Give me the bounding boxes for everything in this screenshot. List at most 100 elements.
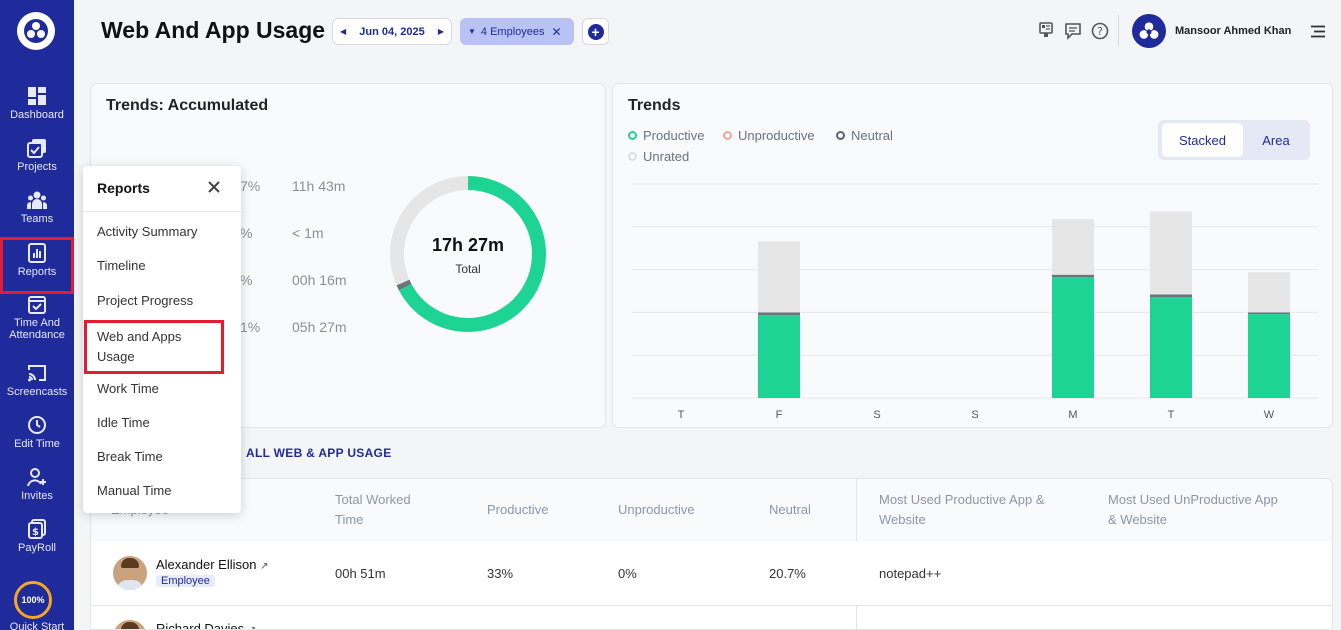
- trends-title: Trends: [628, 97, 681, 114]
- employees-filter-chip[interactable]: ▼ 4 Employees ✕: [460, 18, 574, 45]
- clock-icon: [28, 416, 46, 434]
- menu-item-idle-time[interactable]: Idle Time: [97, 415, 150, 430]
- sidebar-item-edit-time[interactable]: Edit Time: [0, 415, 74, 450]
- date-picker[interactable]: ◀ Jun 04, 2025 ▶: [332, 18, 452, 45]
- external-link-icon[interactable]: ↗: [260, 561, 269, 572]
- add-filter-button[interactable]: +: [582, 18, 609, 45]
- reports-icon: [28, 243, 46, 263]
- employee-name[interactable]: Richard Davies ↗: [156, 621, 256, 629]
- app-logo[interactable]: [17, 12, 55, 50]
- x-tick-label: M: [1068, 409, 1077, 421]
- cell-productive: 33%: [487, 566, 514, 581]
- bar-neutral-4[interactable]: [1052, 274, 1094, 278]
- legend-neutral[interactable]: Neutral: [836, 128, 893, 143]
- th-total-worked-time[interactable]: Total Worked Time: [335, 492, 411, 527]
- legend-unrated[interactable]: Unrated: [628, 149, 689, 164]
- x-tick-label: S: [971, 409, 978, 421]
- menu-item-timeline[interactable]: Timeline: [97, 258, 146, 273]
- th-neutral[interactable]: Neutral: [769, 502, 811, 517]
- remove-filter-icon[interactable]: ✕: [551, 24, 562, 39]
- sidebar-item-invites[interactable]: Invites: [0, 467, 74, 502]
- donut-productive-arc: [390, 176, 546, 332]
- dashboard-icon: [28, 87, 46, 105]
- menu-item-web-and-apps-usage[interactable]: Web and Apps Usage: [84, 320, 224, 374]
- th-most-used-unproductive[interactable]: Most Used UnProductive App & Website: [1108, 492, 1278, 527]
- all-web-app-usage-link[interactable]: ALL WEB & APP USAGE: [246, 446, 392, 460]
- th-productive[interactable]: Productive: [487, 502, 549, 517]
- bar-neutral-1[interactable]: [758, 312, 800, 315]
- screencast-icon: [28, 365, 46, 382]
- x-tick-label: T: [678, 409, 685, 421]
- x-tick-label: T: [1168, 409, 1175, 421]
- area-button[interactable]: Area: [1262, 132, 1290, 148]
- sidebar-item-payroll[interactable]: $ PayRoll: [0, 519, 74, 554]
- stat-time-productive: 11h 43m: [292, 178, 346, 194]
- bar-unrated-5[interactable]: [1150, 211, 1192, 295]
- usage-table: Employee Total Worked Time Productive Un…: [90, 478, 1333, 630]
- quick-start-progress[interactable]: 100%: [14, 581, 52, 619]
- sidebar-item-dashboard[interactable]: Dashboard: [0, 86, 74, 121]
- sidebar-item-projects[interactable]: Projects: [0, 138, 74, 173]
- projects-icon: [27, 139, 46, 158]
- menu-item-activity-summary[interactable]: Activity Summary: [97, 224, 198, 239]
- svg-text:$: $: [32, 527, 39, 538]
- employee-avatar: [113, 556, 147, 590]
- user-name[interactable]: Mansoor Ahmed Khan: [1175, 25, 1292, 37]
- th-unproductive[interactable]: Unproductive: [618, 502, 695, 517]
- sidebar-item-label: Teams: [20, 213, 54, 225]
- quick-start-label[interactable]: Quick Start: [9, 621, 65, 630]
- sidebar-item-screencasts[interactable]: Screencasts: [0, 363, 74, 398]
- sidebar-item-label: Edit Time: [14, 438, 60, 450]
- sidebar-item-label: Projects: [17, 161, 57, 173]
- stacked-button[interactable]: Stacked: [1162, 123, 1243, 157]
- next-date-icon[interactable]: ▶: [437, 27, 444, 36]
- prev-date-icon[interactable]: ◀: [340, 27, 347, 36]
- sidebar-item-teams[interactable]: Teams: [0, 190, 74, 225]
- bar-unrated-1[interactable]: [758, 241, 800, 313]
- help-icon[interactable]: ?: [1091, 22, 1109, 40]
- x-tick-label: S: [873, 409, 880, 421]
- bar-neutral-5[interactable]: [1150, 294, 1192, 297]
- svg-text:?: ?: [1097, 25, 1103, 38]
- chat-icon[interactable]: [1064, 22, 1082, 40]
- sidebar-item-time-and-attendance[interactable]: Time And Attendance: [0, 294, 74, 341]
- bar-neutral-6[interactable]: [1248, 312, 1290, 315]
- employee-avatar: [113, 620, 147, 629]
- bar-productive-1[interactable]: [758, 314, 800, 398]
- table-row[interactable]: [91, 541, 1332, 605]
- legend-unproductive[interactable]: Unproductive: [723, 128, 815, 143]
- stat-pct-productive: 7%: [240, 178, 261, 194]
- external-link-icon[interactable]: ↗: [248, 625, 256, 629]
- user-avatar[interactable]: [1132, 14, 1166, 48]
- stat-pct-unproductive: %: [240, 225, 253, 241]
- stat-time-unrated: 05h 27m: [292, 319, 347, 335]
- sidebar-item-label: Reports: [17, 266, 57, 278]
- header-divider: [1118, 15, 1119, 47]
- close-icon[interactable]: [205, 178, 223, 196]
- hamburger-menu-icon[interactable]: [1310, 25, 1326, 38]
- row-divider: [91, 605, 1332, 606]
- menu-item-manual-time[interactable]: Manual Time: [97, 483, 172, 498]
- bar-unrated-4[interactable]: [1052, 219, 1094, 275]
- popup-title: Reports: [97, 180, 150, 196]
- sidebar-item-label: PayRoll: [18, 542, 56, 554]
- employee-name[interactable]: Alexander Ellison ↗: [156, 557, 269, 572]
- menu-item-work-time[interactable]: Work Time: [97, 381, 159, 396]
- stat-pct-neutral: %: [240, 272, 253, 288]
- sidebar: Dashboard Projects Teams Reports Time An…: [0, 0, 74, 630]
- bar-productive-4[interactable]: [1052, 277, 1094, 398]
- menu-item-break-time[interactable]: Break Time: [97, 449, 163, 464]
- menu-item-project-progress[interactable]: Project Progress: [97, 293, 194, 308]
- page-title: Web And App Usage: [101, 17, 326, 43]
- kiosk-icon[interactable]: [1037, 22, 1055, 40]
- x-tick-label: W: [1264, 409, 1275, 421]
- sidebar-item-reports[interactable]: Reports: [0, 237, 74, 294]
- legend-productive[interactable]: Productive: [628, 128, 704, 143]
- th-most-used-productive[interactable]: Most Used Productive App & Website: [879, 492, 1045, 527]
- bar-unrated-6[interactable]: [1248, 272, 1290, 313]
- cell-top-productive: notepad++: [879, 566, 942, 581]
- bar-productive-5[interactable]: [1150, 296, 1192, 398]
- bar-productive-6[interactable]: [1248, 314, 1290, 398]
- teams-icon: [27, 191, 47, 209]
